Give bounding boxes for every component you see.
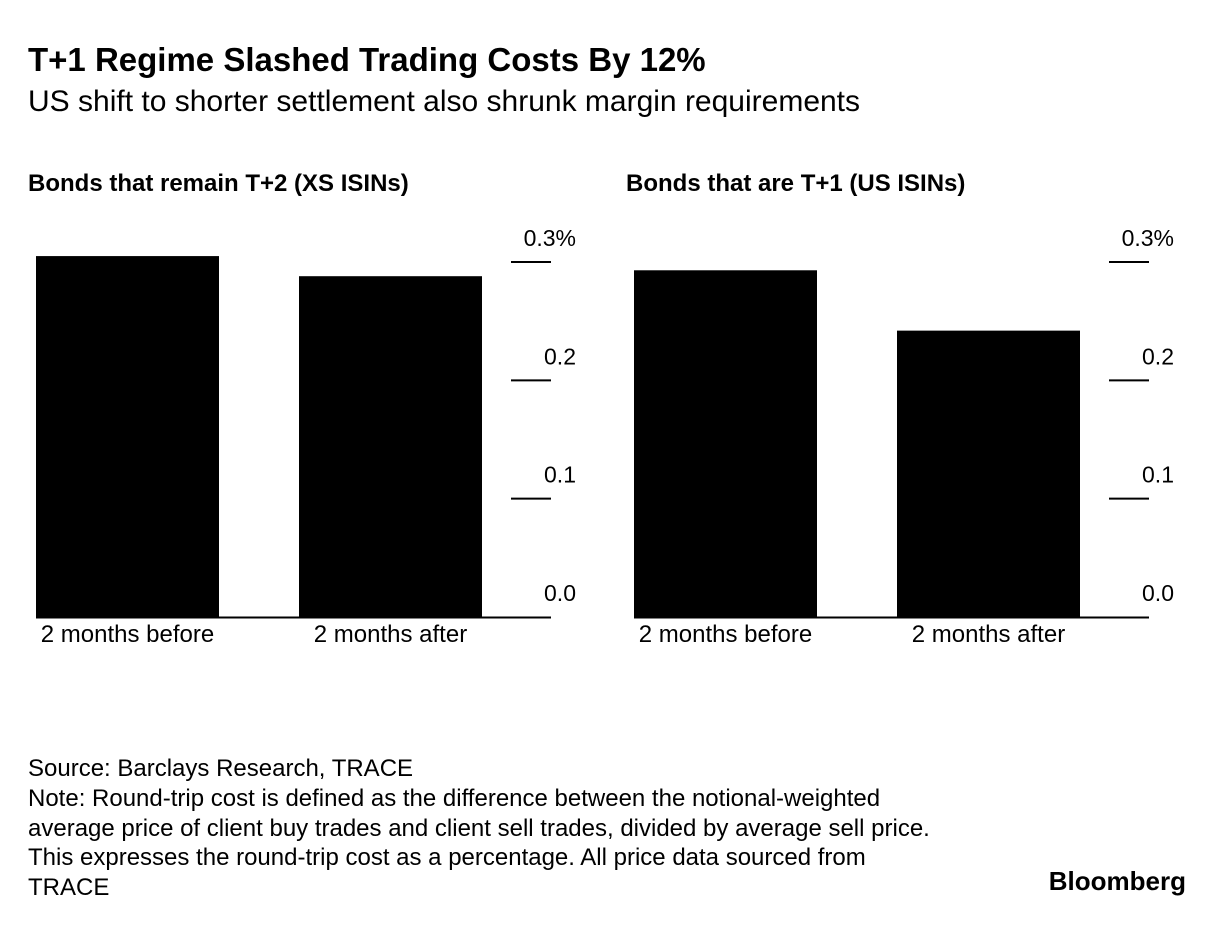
right-ytick-label-3: 0.3% bbox=[1122, 225, 1174, 251]
panel-right-title: Bonds that are T+1 (US ISINs) bbox=[626, 170, 965, 197]
bloomberg-logo: Bloomberg bbox=[1048, 866, 1186, 896]
left-category-label-1: 2 months after bbox=[314, 621, 467, 648]
right-ytick-label-0: 0.0 bbox=[1142, 580, 1174, 606]
right-ytick-label-2: 0.2 bbox=[1142, 343, 1174, 369]
right-category-label-0: 2 months before bbox=[639, 621, 812, 648]
methodology-note: Note: Round-trip cost is defined as the … bbox=[28, 785, 930, 901]
chart-title: T+1 Regime Slashed Trading Costs By 12% bbox=[28, 41, 706, 78]
right-bar-before bbox=[634, 270, 817, 617]
right-bar-after bbox=[897, 330, 1080, 617]
left-bar-after bbox=[299, 276, 482, 617]
right-ytick-label-1: 0.1 bbox=[1142, 462, 1174, 488]
left-bar-before bbox=[36, 256, 219, 617]
right-category-label-1: 2 months after bbox=[912, 621, 1065, 648]
panel-left-title: Bonds that remain T+2 (XS ISINs) bbox=[28, 170, 409, 197]
left-ytick-label-3: 0.3% bbox=[524, 225, 576, 251]
left-ytick-label-1: 0.1 bbox=[544, 462, 576, 488]
panel-left: Bonds that remain T+2 (XS ISINs) 0.0 0.1 0… bbox=[28, 170, 576, 648]
charts-area: Bonds that remain T+2 (XS ISINs) 0.0 0.1 0… bbox=[28, 170, 1174, 648]
left-ytick-label-0: 0.0 bbox=[544, 580, 576, 606]
source-note: Source: Barclays Research, TRACE bbox=[28, 755, 414, 782]
left-ytick-label-2: 0.2 bbox=[544, 343, 576, 369]
panel-right: Bonds that are T+1 (US ISINs) 0.0 0.1 0.2 0… bbox=[626, 170, 1174, 648]
chart-subtitle: US shift to shorter settlement also shru… bbox=[28, 85, 861, 118]
left-category-label-0: 2 months before bbox=[41, 621, 214, 648]
